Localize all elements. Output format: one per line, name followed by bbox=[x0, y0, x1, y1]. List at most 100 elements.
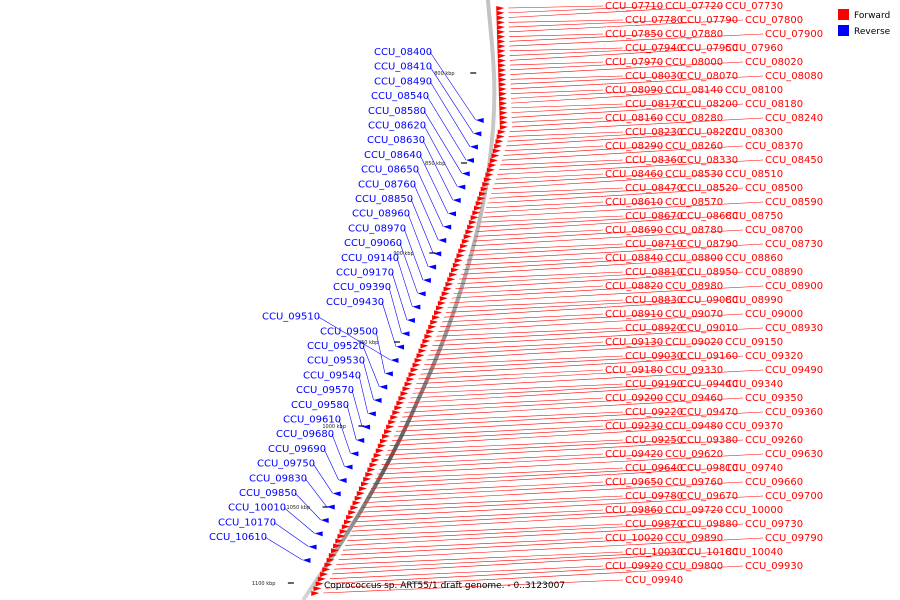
reverse-gene-glyph bbox=[438, 238, 447, 243]
forward-gene-glyph bbox=[498, 82, 507, 88]
reverse-gene-glyph bbox=[367, 411, 376, 417]
forward-leader-line bbox=[422, 355, 679, 370]
forward-gene-label: CCU_08030 bbox=[625, 71, 683, 82]
forward-gene-glyph bbox=[392, 410, 401, 416]
forward-gene-label: CCU_07900 bbox=[765, 29, 823, 40]
reverse-gene-label: CCU_09510 bbox=[262, 312, 320, 323]
forward-gene-label: CCU_09260 bbox=[745, 435, 803, 446]
forward-gene-glyph bbox=[337, 533, 346, 539]
reverse-gene-label: CCU_09530 bbox=[307, 356, 365, 367]
forward-gene-label: CCU_08200 bbox=[680, 99, 738, 110]
forward-gene-glyph bbox=[416, 353, 425, 359]
forward-gene-label: CCU_08830 bbox=[625, 295, 683, 306]
forward-leader-line bbox=[466, 243, 764, 261]
forward-leader-line bbox=[509, 61, 604, 66]
tick-label: 950 kbp bbox=[358, 340, 378, 346]
forward-gene-label: CCU_08690 bbox=[605, 225, 663, 236]
forward-gene-glyph bbox=[320, 571, 329, 577]
reverse-leader-line bbox=[396, 257, 413, 307]
forward-gene-label: CCU_08780 bbox=[665, 225, 723, 236]
forward-gene-glyph bbox=[410, 367, 419, 373]
forward-gene-glyph bbox=[497, 48, 506, 54]
forward-gene-label: CCU_09030 bbox=[625, 351, 683, 362]
forward-gene-glyph bbox=[437, 300, 446, 306]
reverse-gene-glyph bbox=[475, 118, 484, 123]
forward-gene-label: CCU_09000 bbox=[745, 309, 803, 320]
forward-leader-line bbox=[440, 313, 664, 327]
forward-gene-glyph bbox=[497, 53, 506, 59]
forward-gene-label: CCU_08520 bbox=[680, 183, 738, 194]
forward-leader-line bbox=[442, 313, 604, 323]
forward-gene-label: CCU_08280 bbox=[665, 113, 723, 124]
forward-leader-line bbox=[400, 411, 624, 423]
forward-gene-glyph bbox=[367, 467, 376, 473]
forward-leader-line bbox=[418, 369, 604, 380]
reverse-leader-line bbox=[422, 140, 454, 201]
forward-leader-line bbox=[336, 551, 624, 565]
forward-leader-line bbox=[387, 439, 624, 451]
reverse-gene-label: CCU_08410 bbox=[374, 62, 432, 73]
forward-gene-label: CCU_09880 bbox=[680, 519, 738, 530]
forward-gene-label: CCU_07720 bbox=[665, 1, 723, 12]
forward-leader-line bbox=[404, 397, 664, 413]
forward-leader-line bbox=[455, 271, 744, 289]
reverse-gene-label: CCU_08640 bbox=[364, 150, 422, 161]
reverse-gene-label: CCU_08850 bbox=[355, 194, 413, 205]
forward-gene-glyph bbox=[463, 234, 472, 240]
forward-gene-glyph bbox=[496, 10, 505, 16]
forward-leader-line bbox=[406, 397, 604, 408]
forward-gene-label: CCU_09350 bbox=[745, 393, 803, 404]
forward-leader-line bbox=[430, 341, 604, 351]
forward-gene-glyph bbox=[498, 77, 507, 83]
forward-leader-line bbox=[472, 229, 744, 247]
reverse-gene-label: CCU_09140 bbox=[341, 253, 399, 264]
forward-leader-line bbox=[470, 243, 624, 251]
forward-gene-glyph bbox=[379, 438, 388, 444]
reverse-gene-glyph bbox=[314, 531, 323, 537]
forward-leader-line bbox=[490, 187, 624, 194]
forward-gene-label: CCU_07710 bbox=[605, 1, 663, 12]
forward-leader-line bbox=[416, 369, 664, 385]
reverse-leader-line bbox=[362, 345, 380, 387]
forward-leader-line bbox=[506, 131, 724, 147]
forward-leader-line bbox=[508, 19, 679, 28]
reverse-gene-glyph bbox=[465, 158, 474, 163]
forward-leader-line bbox=[391, 425, 664, 442]
forward-gene-glyph bbox=[386, 424, 395, 430]
forward-gene-label: CCU_08930 bbox=[765, 323, 823, 334]
forward-gene-label: CCU_09700 bbox=[765, 491, 823, 502]
reverse-leader-line bbox=[264, 536, 303, 561]
forward-gene-glyph bbox=[474, 205, 483, 211]
forward-gene-label: CCU_08090 bbox=[605, 85, 663, 96]
reverse-gene-label: CCU_09610 bbox=[283, 415, 341, 426]
forward-gene-glyph bbox=[408, 372, 417, 378]
forward-gene-label: CCU_09440 bbox=[680, 379, 738, 390]
forward-gene-label: CCU_08170 bbox=[625, 99, 683, 110]
reverse-gene-label: CCU_09680 bbox=[276, 429, 334, 440]
forward-leader-line bbox=[511, 117, 604, 123]
reverse-leader-line bbox=[429, 51, 476, 121]
forward-gene-glyph bbox=[489, 158, 498, 164]
forward-gene-label: CCU_09810 bbox=[680, 463, 738, 474]
forward-gene-glyph bbox=[465, 229, 474, 235]
forward-gene-glyph bbox=[373, 453, 382, 459]
forward-leader-line bbox=[398, 411, 679, 427]
forward-gene-label: CCU_08510 bbox=[725, 169, 783, 180]
forward-gene-label: CCU_08000 bbox=[665, 57, 723, 68]
forward-leader-line bbox=[510, 61, 664, 71]
forward-gene-glyph bbox=[498, 67, 507, 73]
reverse-gene-label: CCU_09170 bbox=[336, 268, 394, 279]
reverse-gene-label: CCU_08400 bbox=[374, 47, 432, 58]
forward-gene-label: CCU_10030 bbox=[625, 547, 683, 558]
forward-leader-line bbox=[412, 383, 624, 394]
reverse-gene-label: CCU_09690 bbox=[268, 444, 326, 455]
forward-gene-glyph bbox=[369, 462, 378, 468]
forward-gene-glyph bbox=[472, 210, 481, 216]
forward-gene-glyph bbox=[496, 134, 505, 140]
forward-gene-glyph bbox=[333, 543, 342, 549]
forward-gene-label: CCU_09930 bbox=[745, 561, 803, 572]
forward-leader-line bbox=[432, 327, 764, 346]
forward-leader-line bbox=[349, 523, 624, 537]
forward-gene-glyph bbox=[317, 576, 326, 582]
forward-gene-glyph bbox=[497, 34, 506, 40]
